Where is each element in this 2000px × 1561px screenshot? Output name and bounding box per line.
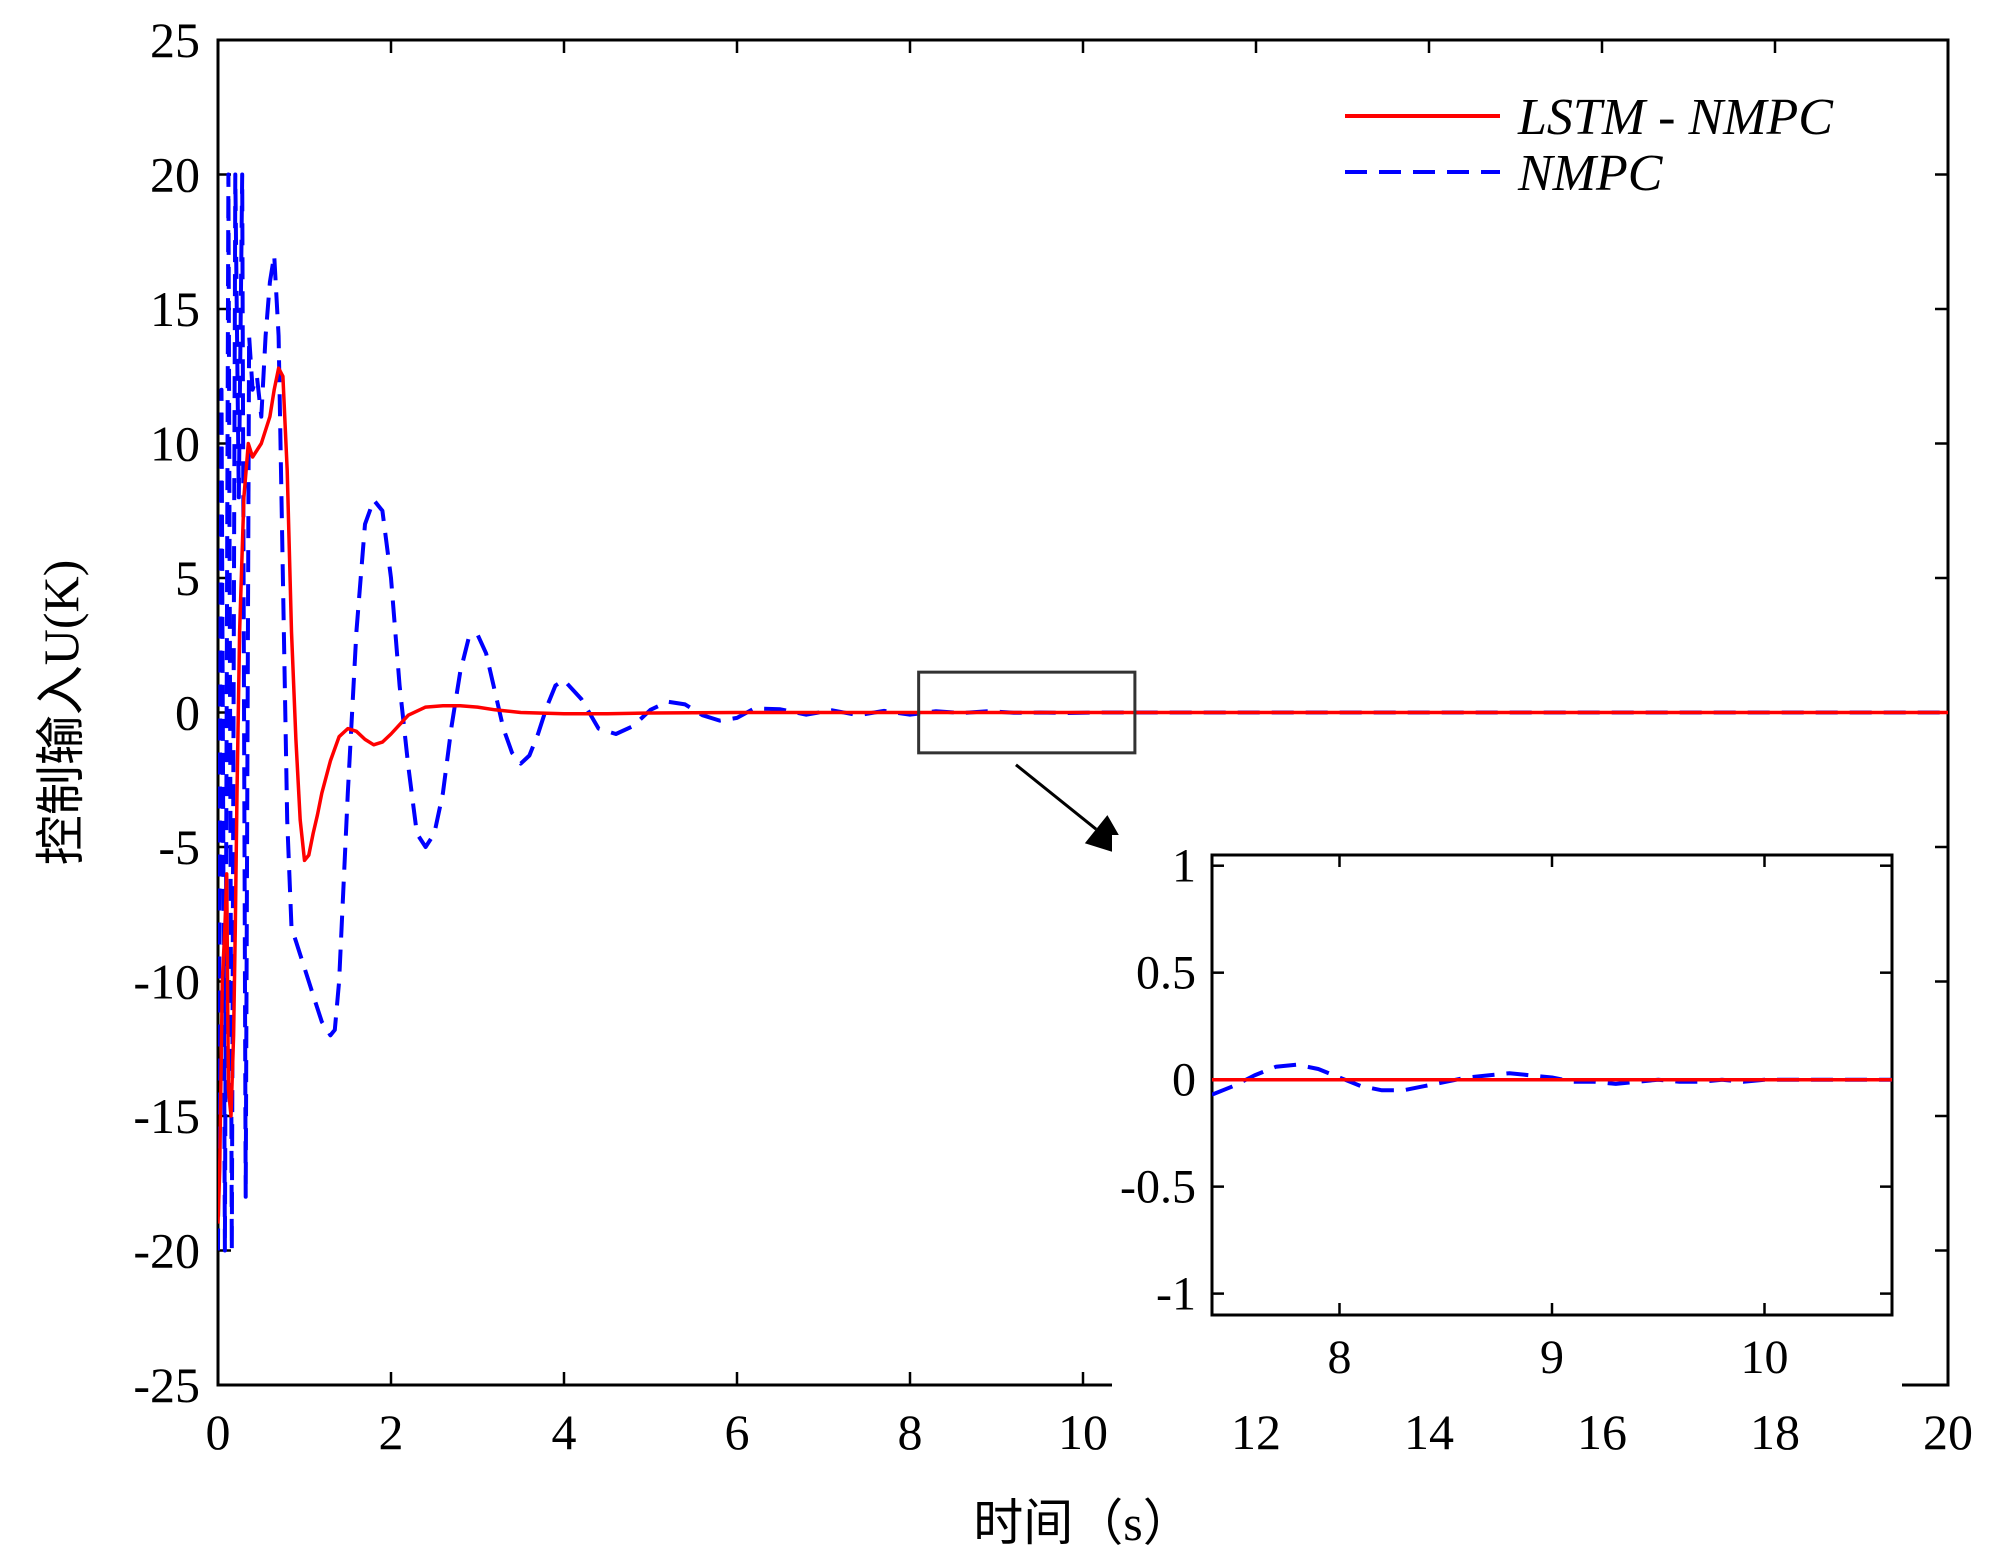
y-tick-label: -15 — [133, 1088, 200, 1144]
x-tick-label: 8 — [898, 1404, 923, 1460]
x-axis-label: 时间（s） — [973, 1495, 1192, 1551]
main-tick-labels: 0 2 4 6 8 10 12 14 16 18 20-25-20-15-10-5051015202… — [133, 12, 1973, 1460]
inset-tick-labels: 8 9 10 1 0.5 0 -0.5 -1 — [1120, 840, 1788, 1384]
inset-x-tick-label: 10 — [1741, 1331, 1789, 1384]
x-tick-label: 18 — [1750, 1404, 1800, 1460]
y-tick-label: 20 — [150, 147, 200, 203]
x-tick-label: 14 — [1404, 1404, 1454, 1460]
y-tick-label: -5 — [158, 819, 200, 875]
x-tick-label: 20 — [1923, 1404, 1973, 1460]
inset-x-tick-label: 9 — [1540, 1331, 1564, 1384]
y-tick-label: 15 — [150, 281, 200, 337]
inset-y-tick-label: -0.5 — [1120, 1161, 1196, 1214]
inset-y-tick-label: 0 — [1172, 1054, 1196, 1107]
x-tick-label: 10 — [1058, 1404, 1108, 1460]
nmpc-series-line — [218, 172, 1948, 1253]
y-tick-label: -25 — [133, 1357, 200, 1413]
inset-series — [1212, 1062, 1892, 1097]
y-axis-label: 控制输入U(K) — [33, 560, 89, 866]
main-plot: 0 2 4 6 8 10 12 14 16 18 20-25-20-15-10-5051015202… — [133, 12, 1973, 1460]
inset-y-tick-label: 1 — [1172, 840, 1196, 893]
inset-plot: 8 9 10 1 0.5 0 -0.5 -1 — [1112, 835, 1902, 1405]
x-tick-label: 12 — [1231, 1404, 1281, 1460]
inset-y-tick-label: 0.5 — [1136, 947, 1196, 1000]
lstm-nmpc-series-line — [218, 366, 1948, 1224]
y-tick-label: -20 — [133, 1223, 200, 1279]
main-series — [218, 172, 1948, 1253]
x-tick-label: 6 — [725, 1404, 750, 1460]
inset-y-tick-label: -1 — [1156, 1268, 1196, 1321]
y-tick-label: 0 — [175, 685, 200, 741]
legend-nmpc-label: NMPC — [1517, 145, 1664, 202]
y-tick-label: -10 — [133, 954, 200, 1010]
x-tick-label: 16 — [1577, 1404, 1627, 1460]
y-tick-label: 5 — [175, 550, 200, 606]
y-tick-label: 25 — [150, 12, 200, 68]
zoom-region-box — [917, 670, 1137, 755]
legend-lstm-nmpc-label: LSTM - NMPC — [1517, 89, 1834, 146]
y-tick-label: 10 — [150, 416, 200, 472]
x-tick-label: 2 — [379, 1404, 404, 1460]
x-tick-label: 0 — [206, 1404, 231, 1460]
x-tick-label: 4 — [552, 1404, 577, 1460]
inset-x-tick-label: 8 — [1328, 1331, 1352, 1384]
